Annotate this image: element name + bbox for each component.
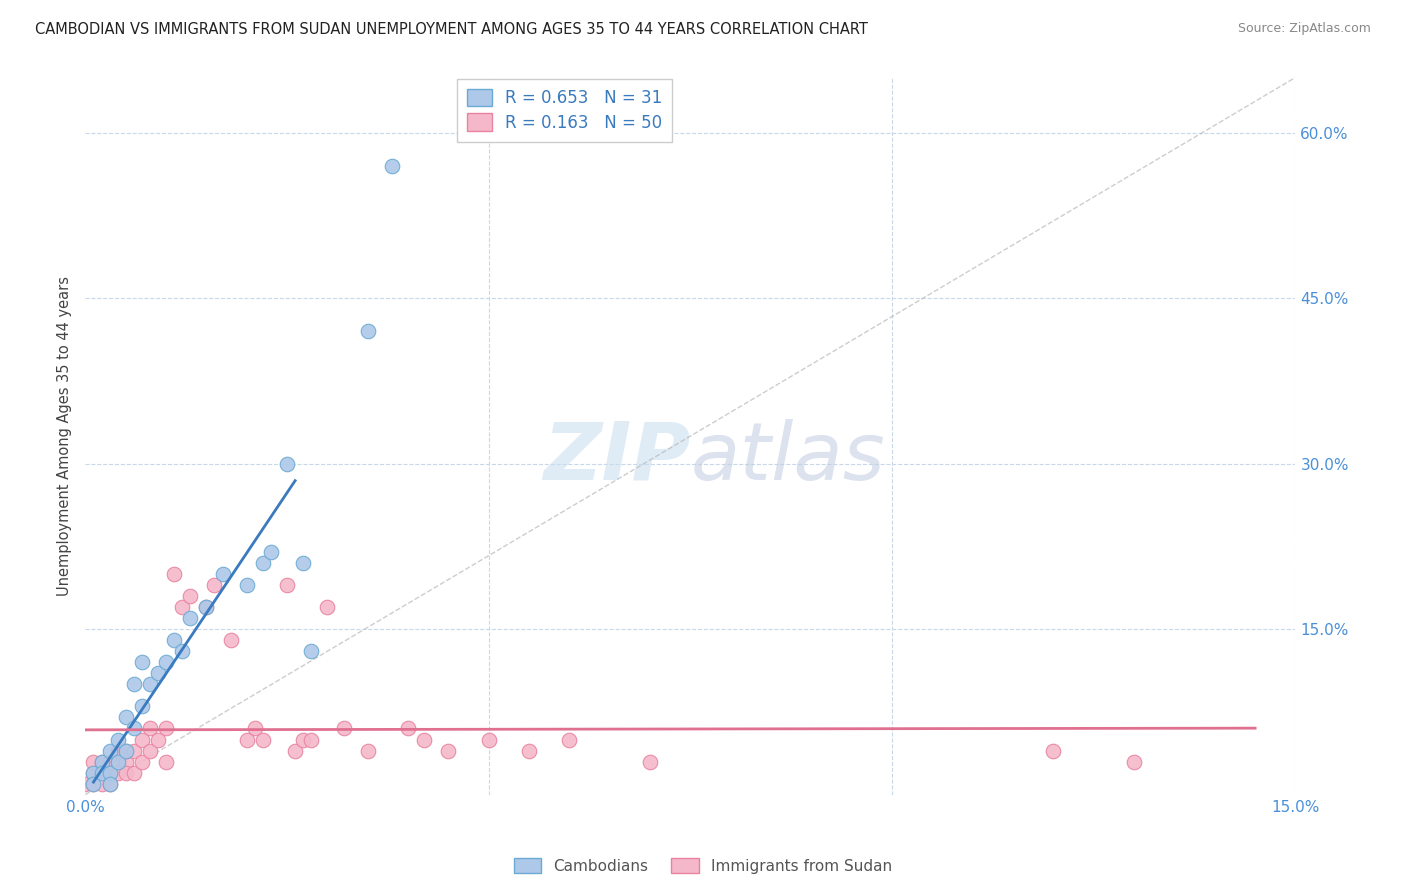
Point <box>90 755 112 769</box>
Point <box>122 722 145 736</box>
Point <box>235 732 257 747</box>
Point <box>98 777 121 791</box>
Point <box>260 545 283 559</box>
Point <box>155 655 177 669</box>
Point <box>90 765 112 780</box>
Point <box>82 755 104 769</box>
Point <box>381 159 404 173</box>
Point <box>90 755 112 769</box>
Point <box>396 722 419 736</box>
Text: ZIP: ZIP <box>543 418 690 497</box>
Point <box>122 765 145 780</box>
Text: atlas: atlas <box>690 418 886 497</box>
Text: CAMBODIAN VS IMMIGRANTS FROM SUDAN UNEMPLOYMENT AMONG AGES 35 TO 44 YEARS CORREL: CAMBODIAN VS IMMIGRANTS FROM SUDAN UNEMP… <box>35 22 868 37</box>
Point <box>299 732 322 747</box>
Point <box>131 655 153 669</box>
Text: Source: ZipAtlas.com: Source: ZipAtlas.com <box>1237 22 1371 36</box>
Y-axis label: Unemployment Among Ages 35 to 44 years: Unemployment Among Ages 35 to 44 years <box>58 276 72 596</box>
Point <box>114 743 136 757</box>
Point <box>155 722 177 736</box>
Point <box>517 743 540 757</box>
Point <box>292 556 315 570</box>
Point <box>82 777 104 791</box>
Point <box>172 644 194 658</box>
Point <box>98 765 121 780</box>
Point <box>107 765 129 780</box>
Point <box>316 600 339 615</box>
Point <box>122 677 145 691</box>
Point <box>114 765 136 780</box>
Point <box>252 732 274 747</box>
Point <box>146 666 169 681</box>
Point <box>131 699 153 714</box>
Point <box>114 755 136 769</box>
Point <box>75 777 97 791</box>
Point <box>292 732 315 747</box>
Point <box>82 765 104 780</box>
Legend: R = 0.653   N = 31, R = 0.163   N = 50: R = 0.653 N = 31, R = 0.163 N = 50 <box>457 78 672 142</box>
Point <box>357 743 380 757</box>
Point <box>98 755 121 769</box>
Point <box>98 777 121 791</box>
Point <box>163 567 186 582</box>
Point <box>114 743 136 757</box>
Point <box>107 743 129 757</box>
Point <box>179 611 201 625</box>
Point <box>122 743 145 757</box>
Point <box>413 732 436 747</box>
Point <box>478 732 501 747</box>
Point <box>1123 755 1146 769</box>
Point <box>90 765 112 780</box>
Point <box>235 578 257 592</box>
Point <box>638 755 661 769</box>
Point <box>284 743 307 757</box>
Point <box>558 732 581 747</box>
Point <box>90 777 112 791</box>
Point <box>163 633 186 648</box>
Point <box>276 457 298 471</box>
Point <box>82 765 104 780</box>
Point <box>155 755 177 769</box>
Point <box>204 578 226 592</box>
Point <box>195 600 218 615</box>
Point <box>131 755 153 769</box>
Point <box>114 710 136 724</box>
Point <box>98 743 121 757</box>
Point <box>131 732 153 747</box>
Point <box>107 732 129 747</box>
Point <box>211 567 233 582</box>
Point <box>139 677 162 691</box>
Point <box>107 755 129 769</box>
Point <box>437 743 460 757</box>
Legend: Cambodians, Immigrants from Sudan: Cambodians, Immigrants from Sudan <box>508 852 898 880</box>
Point <box>332 722 354 736</box>
Point <box>139 722 162 736</box>
Point <box>276 578 298 592</box>
Point <box>219 633 242 648</box>
Point <box>252 556 274 570</box>
Point <box>82 777 104 791</box>
Point <box>299 644 322 658</box>
Point <box>98 765 121 780</box>
Point <box>139 743 162 757</box>
Point <box>179 589 201 603</box>
Point <box>1042 743 1064 757</box>
Point <box>243 722 266 736</box>
Point <box>172 600 194 615</box>
Point <box>357 324 380 338</box>
Point <box>195 600 218 615</box>
Point <box>107 755 129 769</box>
Point <box>146 732 169 747</box>
